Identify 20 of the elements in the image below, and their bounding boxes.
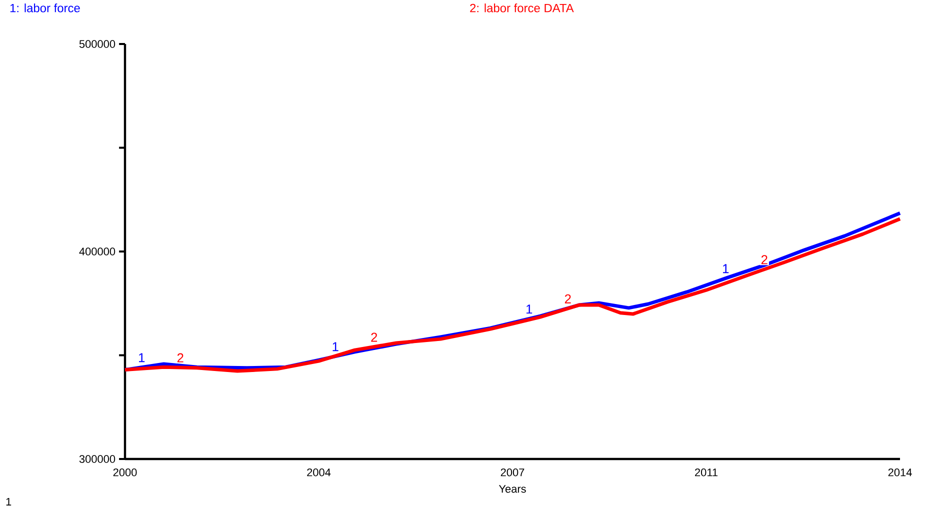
annotation: 1 bbox=[723, 264, 729, 274]
annotation: 1 bbox=[138, 353, 145, 362]
annotation: 2 bbox=[371, 332, 378, 342]
x-tick-label: 2000 bbox=[113, 468, 137, 476]
annotation: 2 bbox=[564, 294, 571, 304]
annotation: 1 bbox=[526, 304, 532, 314]
y-tick-label: 500000 bbox=[79, 40, 116, 48]
text: 1: labor force bbox=[10, 4, 80, 12]
x-tick-label: 2004 bbox=[307, 468, 331, 476]
y-tick-label: 400000 bbox=[79, 248, 116, 256]
x-axis-title: Years bbox=[498, 485, 526, 493]
y-tick-label: 300000 bbox=[79, 455, 116, 463]
annotation: 2 bbox=[761, 255, 768, 264]
x-tick-label: 2011 bbox=[695, 468, 718, 476]
text: 2: labor force DATA bbox=[470, 4, 574, 12]
x-tick-label: 2014 bbox=[888, 468, 912, 476]
x-tick-label: 2007 bbox=[500, 468, 524, 476]
annotation: 2 bbox=[177, 353, 184, 362]
text: 1 bbox=[6, 498, 12, 506]
annotation: 1 bbox=[332, 342, 338, 352]
